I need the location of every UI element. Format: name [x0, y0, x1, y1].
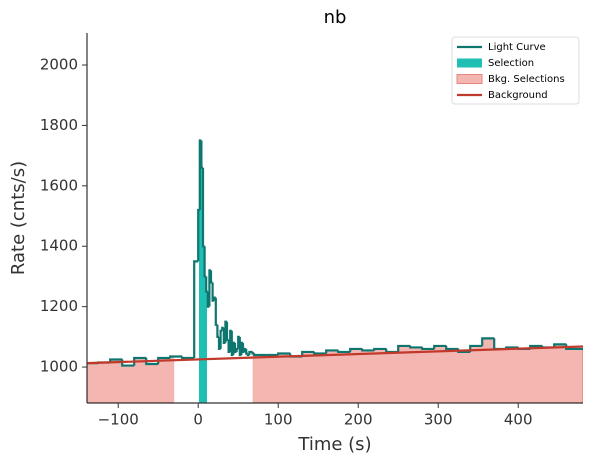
legend-swatch: [457, 58, 482, 68]
light-curve-step: [200, 140, 203, 169]
light-curve-step: [373, 347, 387, 351]
light-curve-step: [201, 167, 205, 248]
light-curve-step: [253, 353, 267, 357]
light-curve-step: [433, 344, 447, 349]
y-axis-label: Rate (cnts/s): [8, 161, 29, 275]
legend-swatch: [456, 74, 483, 84]
light-curve-step: [217, 336, 221, 351]
y-tick-label: 1800: [40, 116, 78, 134]
legend-label: Selection: [488, 58, 534, 69]
light-curve-step: [237, 335, 240, 349]
legend-label: Light Curve: [488, 42, 546, 53]
light-curve-step: [493, 338, 507, 351]
light-curve-step: [203, 246, 207, 278]
light-curve-step: [193, 260, 199, 358]
light-curve-step: [216, 324, 219, 338]
legend-box: [451, 36, 580, 105]
y-tick-label: 1600: [40, 176, 78, 194]
x-axis-label: Time (s): [297, 434, 371, 455]
x-tick-label: 0: [193, 411, 203, 429]
light-curve-step: [219, 329, 223, 349]
light-curve-step: [337, 350, 351, 354]
light-curve-step: [397, 344, 411, 352]
y-tick-label: 1000: [40, 358, 78, 376]
light-curve-step: [361, 348, 375, 352]
light-curve-step: [225, 321, 229, 341]
light-curve-step: [222, 327, 226, 344]
plot-area: [87, 139, 583, 403]
light-curve-step: [238, 336, 242, 357]
light-curve-step: [251, 351, 255, 355]
light-curve-step: [197, 208, 200, 262]
light-curve-step: [313, 351, 327, 355]
light-curve-step: [421, 347, 435, 351]
light-curve-step: [145, 357, 159, 366]
legend-label: Bkg. Selections: [488, 74, 565, 85]
light-curve-step: [169, 355, 183, 358]
light-curve-step: [385, 348, 399, 354]
legend-label: Background: [488, 90, 548, 101]
light-curve-step: [205, 276, 208, 293]
light-curve-step: [235, 347, 239, 352]
y-tick-label: 1200: [40, 297, 78, 315]
light-curve-step: [209, 270, 213, 284]
x-tick-label: −100: [98, 411, 139, 429]
selection: [199, 140, 207, 403]
light-curve-step: [409, 345, 423, 349]
light-curve-step: [246, 353, 250, 357]
x-tick-label: 200: [344, 411, 373, 429]
light-curve-step: [181, 356, 195, 360]
chart-title: nb: [324, 7, 347, 28]
x-tick-label: 100: [264, 411, 293, 429]
light-curve-step: [229, 329, 232, 352]
light-curve-step: [277, 352, 291, 355]
light-curve-step: [349, 347, 363, 352]
light-curve-step: [133, 356, 147, 366]
x-tick-label: 400: [504, 411, 533, 429]
light-curve-step: [157, 356, 171, 365]
bkg-selection: [87, 355, 175, 403]
y-tick-label: 1400: [40, 237, 78, 255]
y-tick-label: 2000: [40, 56, 78, 74]
light-curve-step: [481, 337, 495, 346]
light-curve-step: [208, 269, 211, 307]
light-curve-step: [248, 350, 251, 355]
light-curve-step: [245, 348, 248, 355]
light-curve-step: [214, 297, 218, 326]
background-line: [87, 345, 583, 365]
light-curve-step: [445, 345, 459, 351]
x-tick-label: 300: [424, 411, 453, 429]
light-curve-step: [565, 344, 583, 351]
light-curve-step: [230, 330, 234, 357]
light-curve-step: [325, 349, 339, 354]
